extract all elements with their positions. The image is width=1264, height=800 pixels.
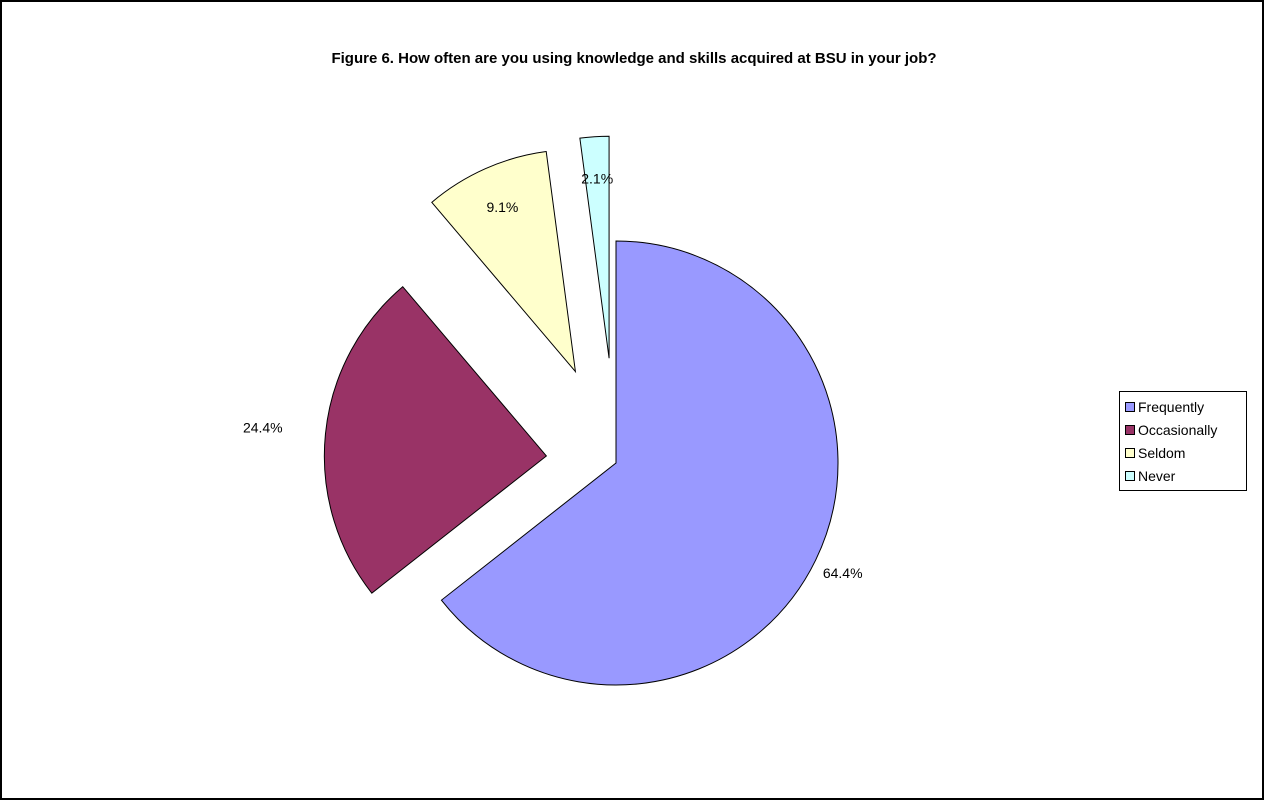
legend-swatch-occasionally — [1125, 424, 1135, 435]
legend-label-seldom: Seldom — [1138, 444, 1186, 461]
legend-swatch-seldom — [1125, 447, 1135, 458]
pie-slice-frequently — [440, 240, 839, 686]
legend-item-occasionally: Occasionally — [1125, 418, 1246, 441]
legend-item-frequently: Frequently — [1125, 395, 1246, 418]
data-label-frequently: 64.4% — [823, 565, 863, 581]
legend-swatch-frequently — [1125, 401, 1135, 412]
pie-slice-never — [579, 135, 610, 359]
legend: Frequently Occasionally Seldom Never — [1119, 391, 1247, 491]
legend-swatch-never — [1125, 470, 1135, 481]
pie-slice-seldom — [431, 150, 577, 374]
legend-item-seldom: Seldom — [1125, 441, 1246, 464]
pie-slice-occasionally — [323, 286, 548, 594]
data-label-occasionally: 24.4% — [243, 419, 283, 435]
legend-label-occasionally: Occasionally — [1138, 421, 1218, 438]
legend-item-never: Never — [1125, 464, 1246, 487]
legend-label-frequently: Frequently — [1138, 398, 1205, 415]
data-label-seldom: 9.1% — [486, 199, 518, 215]
legend-label-never: Never — [1138, 467, 1176, 484]
chart-title: Figure 6. How often are you using knowle… — [331, 50, 937, 67]
data-label-never: 2.1% — [581, 171, 613, 187]
